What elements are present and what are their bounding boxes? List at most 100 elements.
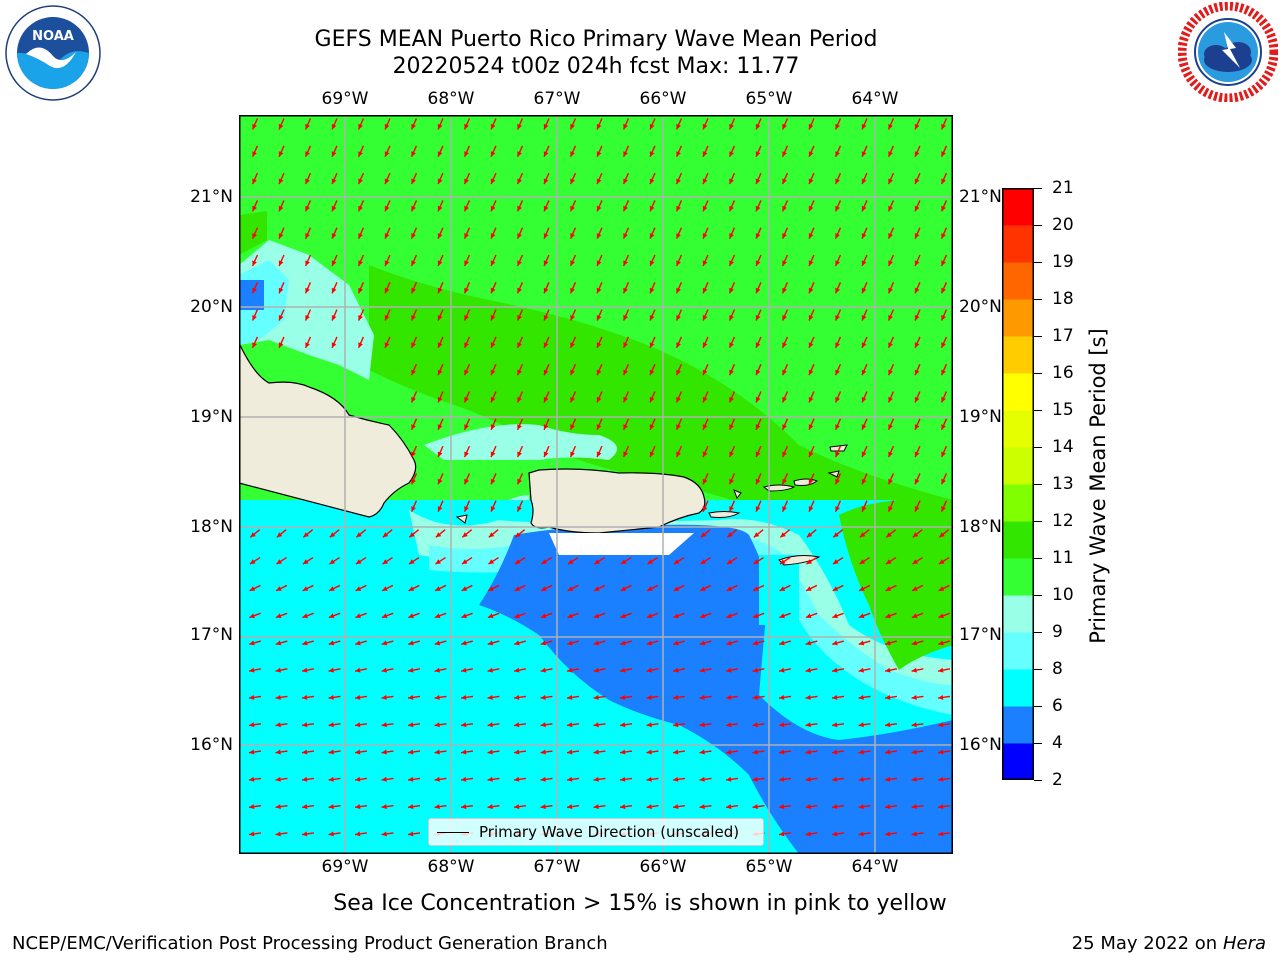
period-band-11-12 — [369, 265, 953, 675]
wave-arrow-head — [752, 749, 758, 755]
wave-arrow-head — [411, 151, 416, 157]
wave-arrow-head — [381, 804, 387, 810]
wave-arrow-head — [408, 776, 414, 782]
wave-arrow-head — [861, 260, 867, 266]
wave-arrow-head — [490, 178, 496, 185]
wave-arrow-head — [411, 342, 416, 348]
wave-arrow-head — [275, 776, 281, 782]
wave-arrow-head — [487, 722, 493, 728]
wave-arrow-head — [779, 694, 785, 700]
wave-arrow-head — [355, 613, 361, 619]
wave-arrow-head — [434, 776, 440, 782]
wave-arrow-head — [543, 451, 549, 458]
wave-arrow-head — [487, 749, 493, 755]
wave-arrow-head — [437, 260, 443, 266]
colorbar-segment — [1002, 521, 1034, 559]
wave-arrow-head — [358, 314, 363, 321]
wave-arrow-head — [490, 233, 496, 239]
wave-arrow-head — [278, 123, 284, 130]
wave-arrow-head — [355, 722, 361, 728]
wave-arrow-head — [408, 640, 414, 646]
wave-arrow-head — [779, 667, 785, 673]
lon-label-top-65w: 65°W — [745, 89, 793, 109]
wave-arrow-head — [596, 396, 602, 403]
wave-arrow-head — [437, 287, 443, 294]
wave-arrow-head — [755, 205, 761, 212]
footer-credit: NCEP/EMC/Verification Post Processing Pr… — [12, 933, 608, 954]
wave-arrow-head — [729, 396, 734, 403]
wave-arrow-head — [329, 559, 336, 565]
wave-arrow-head — [437, 478, 443, 485]
wave-arrow-head — [358, 205, 363, 212]
wave-arrow-head — [355, 586, 362, 591]
wave-arrow-head — [514, 667, 520, 673]
wave-arrow-head — [729, 451, 734, 458]
wave-arrow-head — [623, 260, 628, 266]
wave-arrow-head — [726, 586, 733, 591]
wave-arrow-head — [729, 424, 734, 430]
wave-arrow-head — [487, 613, 494, 619]
colorbar-tick-mark — [1034, 225, 1042, 226]
wave-arrow-head — [355, 640, 361, 646]
wave-arrow-head — [779, 831, 785, 837]
wave-arrow-head — [623, 314, 628, 321]
wave-arrow-head — [805, 776, 811, 782]
colorbar-tick-mark — [1034, 706, 1042, 707]
wave-arrow-head — [914, 396, 920, 403]
lon-label-bottom-66w: 66°W — [639, 857, 687, 877]
wave-arrow-head — [808, 205, 814, 212]
wave-arrow-head — [808, 424, 814, 430]
wave-arrow-head — [888, 314, 893, 321]
wave-arrow-head — [249, 586, 256, 591]
wave-arrow-head — [358, 260, 363, 266]
wave-arrow-head — [912, 586, 918, 591]
wave-arrow-head — [411, 478, 416, 485]
wave-arrow-head — [408, 694, 414, 700]
wave-arrow-head — [941, 287, 946, 294]
wave-arrow-head — [381, 667, 387, 673]
wave-arrow-head — [702, 205, 708, 212]
wave-arrow-head — [755, 151, 761, 157]
wave-arrow-head — [649, 123, 655, 130]
wave-arrow-head — [249, 640, 255, 646]
wave-arrow-head — [461, 804, 467, 810]
wave-arrow-head — [305, 178, 310, 185]
wave-arrow-head — [305, 123, 310, 130]
wave-arrow-head — [912, 559, 919, 565]
wave-arrow-head — [702, 451, 708, 458]
wave-arrow-head — [384, 314, 390, 321]
wave-arrow-head — [753, 559, 760, 565]
wave-arrow-head — [596, 314, 602, 321]
wave-arrow-head — [941, 314, 946, 321]
wave-arrow-head — [276, 532, 283, 538]
colorbar-tick-mark — [1034, 299, 1042, 300]
wave-arrow-head — [755, 506, 761, 512]
wave-arrow-head — [302, 804, 308, 810]
wave-arrow-head — [646, 640, 653, 646]
wave-arrow-head — [275, 722, 281, 728]
wave-arrow-head — [861, 451, 867, 458]
wave-arrow-head — [861, 478, 867, 485]
wave-arrow-head — [885, 776, 891, 782]
lon-label-bottom-67w: 67°W — [533, 857, 581, 877]
wave-arrow-head — [411, 260, 416, 266]
wave-arrow-head — [649, 369, 655, 376]
wave-arrow-head — [782, 233, 787, 239]
wave-arrow-head — [700, 559, 707, 565]
wave-arrow-head — [567, 749, 573, 755]
wave-arrow-head — [888, 478, 893, 485]
wave-arrow-head — [355, 804, 361, 810]
wave-arrow-head — [461, 586, 468, 591]
wave-arrow-head — [861, 151, 867, 157]
wave-arrow-head — [649, 451, 655, 458]
wave-arrow-head — [702, 506, 708, 512]
wave-arrow-head — [861, 178, 867, 185]
wave-arrow-head — [835, 342, 840, 348]
wave-arrow-head — [888, 151, 893, 157]
wave-arrow-head — [702, 396, 708, 403]
wave-arrow-head — [517, 369, 522, 376]
wave-arrow-head — [514, 776, 520, 782]
wave-arrow-head — [805, 694, 811, 700]
wave-arrow-head — [702, 424, 708, 430]
wave-arrow-head — [461, 776, 467, 782]
